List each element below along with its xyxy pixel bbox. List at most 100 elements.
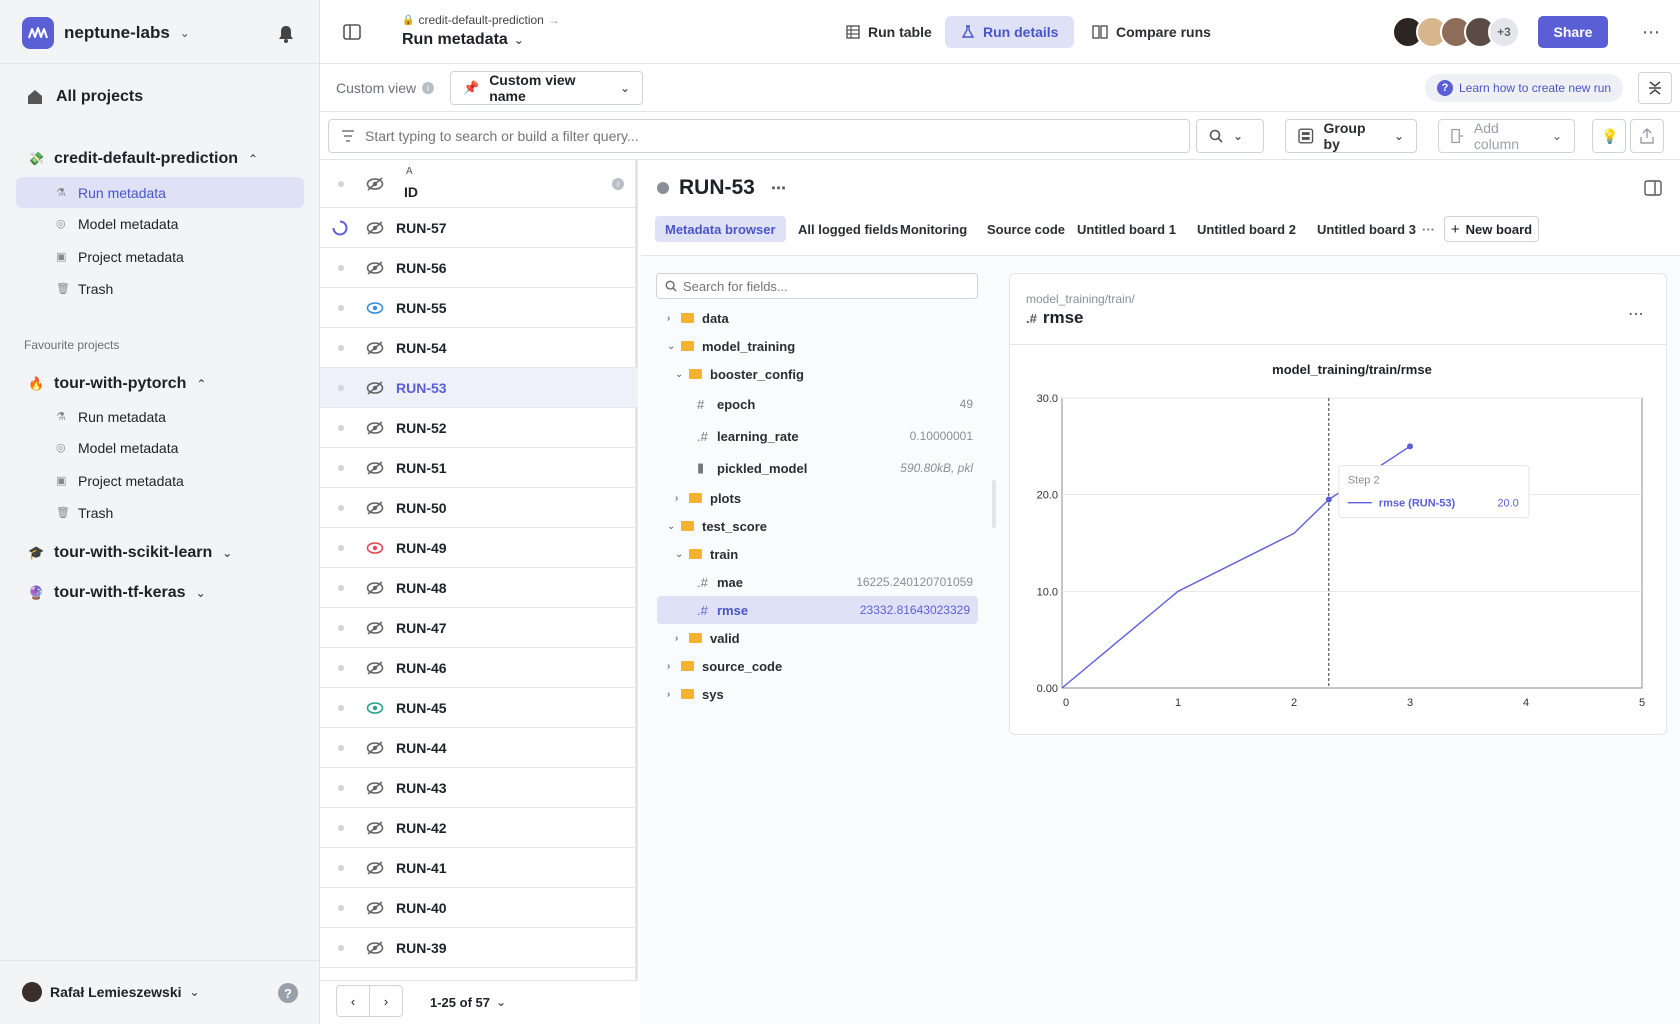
eye-off-icon[interactable] bbox=[366, 901, 384, 915]
prev-page-button[interactable]: ‹ bbox=[336, 985, 370, 1017]
tab-run-details[interactable]: Run details bbox=[945, 16, 1075, 48]
table-row[interactable]: RUN-40 bbox=[320, 888, 638, 928]
eye-off-icon[interactable] bbox=[366, 261, 384, 275]
tree-folder-test-score[interactable]: ⌄ test_score bbox=[667, 514, 767, 538]
tree-field-learning-rate[interactable]: .# learning_rate 0.10000001 bbox=[697, 422, 973, 450]
eye-off-icon[interactable] bbox=[366, 381, 384, 395]
table-row[interactable]: RUN-45 bbox=[320, 688, 638, 728]
user-menu[interactable]: Rafał Lemieszewski ⌄ bbox=[22, 982, 200, 1002]
eye-off-icon[interactable] bbox=[366, 421, 384, 435]
project-tour-with-pytorch[interactable]: 🔥 tour-with-pytorch ⌃ bbox=[28, 375, 206, 393]
new-board-button[interactable]: + New board bbox=[1444, 216, 1539, 242]
table-row[interactable]: RUN-48 bbox=[320, 568, 638, 608]
tree-folder-sys[interactable]: › sys bbox=[667, 682, 724, 706]
tab-metadata-browser[interactable]: Metadata browser bbox=[655, 216, 786, 242]
table-row[interactable]: RUN-56 bbox=[320, 248, 638, 288]
eye-icon[interactable] bbox=[366, 701, 384, 715]
eye-off-icon[interactable] bbox=[366, 581, 384, 595]
table-row[interactable]: RUN-52 bbox=[320, 408, 638, 448]
bell-icon[interactable] bbox=[276, 24, 296, 44]
eye-off-icon[interactable] bbox=[366, 941, 384, 955]
table-row[interactable]: RUN-43 bbox=[320, 768, 638, 808]
sort-indicator[interactable]: A bbox=[406, 166, 413, 177]
tab-all-logged-fields[interactable]: All logged fields bbox=[798, 221, 899, 237]
panel-toggle-icon[interactable] bbox=[1644, 180, 1662, 196]
eye-off-icon[interactable] bbox=[366, 781, 384, 795]
all-projects-link[interactable]: All projects bbox=[26, 88, 143, 106]
info-icon[interactable]: i bbox=[422, 82, 435, 94]
tree-field-mae[interactable]: .# mae 16225.240120701059 bbox=[697, 568, 973, 596]
help-icon[interactable]: ? bbox=[278, 983, 298, 1003]
field-search[interactable] bbox=[656, 273, 978, 299]
eye-off-icon[interactable] bbox=[366, 621, 384, 635]
tree-folder-plots[interactable]: › plots bbox=[675, 486, 741, 510]
tree-field-pickled-model[interactable]: ▮ pickled_model 590.80kB, pkl bbox=[697, 454, 973, 482]
tree-field-rmse[interactable]: .# rmse 23332.81643023329 bbox=[657, 596, 978, 624]
eye-off-icon[interactable] bbox=[366, 461, 384, 475]
table-row[interactable]: RUN-39 bbox=[320, 928, 638, 968]
eye-icon[interactable] bbox=[366, 541, 384, 555]
sidebar-toggle-icon[interactable] bbox=[342, 22, 362, 42]
collapse-toggle-button[interactable] bbox=[1638, 72, 1672, 104]
tree-folder-model-training[interactable]: ⌄ model_training bbox=[667, 334, 795, 358]
filter-query[interactable] bbox=[328, 119, 1190, 153]
tab-monitoring[interactable]: Monitoring bbox=[900, 221, 968, 237]
table-row[interactable]: RUN-47 bbox=[320, 608, 638, 648]
table-row[interactable]: RUN-54 bbox=[320, 328, 638, 368]
table-row[interactable]: RUN-42 bbox=[320, 808, 638, 848]
sidebar-item-trash[interactable]: 🗑 Trash bbox=[16, 497, 304, 528]
line-chart[interactable]: model_training/train/rmse 0.00 10.0 20.0 30.… bbox=[1010, 346, 1666, 726]
sidebar-item-project-metadata[interactable]: ▣ Project metadata bbox=[16, 465, 304, 496]
column-header-id[interactable]: ID bbox=[404, 184, 418, 200]
tab-compare-runs[interactable]: Compare runs bbox=[1076, 16, 1227, 48]
project-tour-with-scikit-learn[interactable]: 🎓 tour-with-scikit-learn ⌄ bbox=[28, 544, 232, 562]
eye-off-icon[interactable] bbox=[366, 661, 384, 675]
sidebar-item-trash[interactable]: 🗑 Trash bbox=[16, 273, 304, 304]
org-switcher[interactable]: neptune-labs ⌄ bbox=[22, 16, 190, 50]
sidebar-item-project-metadata[interactable]: ▣ Project metadata bbox=[16, 241, 304, 272]
table-row[interactable]: RUN-44 bbox=[320, 728, 638, 768]
learn-new-run-link[interactable]: ? Learn how to create new run bbox=[1425, 74, 1624, 102]
eye-off-icon[interactable] bbox=[366, 221, 384, 235]
search-mode-button[interactable]: ⌄ bbox=[1196, 119, 1264, 153]
suggestions-button[interactable]: 💡 bbox=[1592, 119, 1626, 153]
table-row[interactable]: RUN-53 bbox=[320, 368, 638, 408]
add-column-button[interactable]: Add column ⌄ bbox=[1438, 119, 1575, 153]
more-tabs-icon[interactable]: ··· bbox=[1422, 221, 1435, 237]
eye-off-icon[interactable] bbox=[366, 861, 384, 875]
table-row[interactable]: RUN-46 bbox=[320, 648, 638, 688]
next-page-button[interactable]: › bbox=[369, 985, 403, 1017]
more-options-icon[interactable]: ⋯ bbox=[1628, 306, 1644, 323]
custom-view-select[interactable]: 📌 Custom view name ⌄ bbox=[450, 71, 643, 105]
tree-folder-booster-config[interactable]: ⌄ booster_config bbox=[675, 362, 804, 386]
share-button[interactable]: Share bbox=[1538, 16, 1608, 48]
group-by-button[interactable]: Group by ⌄ bbox=[1285, 119, 1417, 153]
table-row[interactable]: RUN-50 bbox=[320, 488, 638, 528]
tree-scrollbar[interactable] bbox=[992, 480, 996, 528]
export-button[interactable] bbox=[1630, 119, 1664, 153]
table-row[interactable]: RUN-49 bbox=[320, 528, 638, 568]
tree-folder-source-code[interactable]: › source_code bbox=[667, 654, 782, 678]
page-range[interactable]: 1-25 of 57 ⌄ bbox=[430, 995, 506, 1010]
breadcrumb[interactable]: 🔒 credit-default-prediction → bbox=[402, 13, 560, 27]
sidebar-item-model-metadata[interactable]: ◎ Model metadata bbox=[16, 208, 304, 239]
project-credit-default-prediction[interactable]: 💸 credit-default-prediction ⌃ bbox=[28, 150, 258, 168]
tab-source-code[interactable]: Source code bbox=[987, 221, 1066, 237]
table-row[interactable]: RUN-41 bbox=[320, 848, 638, 888]
eye-icon[interactable] bbox=[366, 301, 384, 315]
eye-off-icon[interactable] bbox=[366, 341, 384, 355]
table-row[interactable]: RUN-55 bbox=[320, 288, 638, 328]
tab-untitled-board-3[interactable]: Untitled board 3 bbox=[1317, 221, 1416, 237]
field-search-input[interactable] bbox=[683, 278, 963, 294]
eye-off-icon[interactable] bbox=[366, 501, 384, 515]
info-icon[interactable]: i bbox=[612, 178, 624, 190]
more-options-icon[interactable]: ⋯ bbox=[1642, 22, 1661, 42]
sidebar-item-model-metadata[interactable]: ◎ Model metadata bbox=[16, 432, 304, 463]
eye-off-icon[interactable] bbox=[366, 741, 384, 755]
more-options-icon[interactable]: ⋯ bbox=[770, 180, 786, 197]
tree-field-epoch[interactable]: # epoch 49 bbox=[697, 390, 973, 418]
tree-folder-data[interactable]: › data bbox=[667, 306, 729, 330]
filter-input[interactable] bbox=[365, 128, 1125, 144]
sidebar-item-run-metadata[interactable]: ⚗ Run metadata bbox=[16, 177, 304, 208]
table-row[interactable]: RUN-57 bbox=[320, 208, 638, 248]
